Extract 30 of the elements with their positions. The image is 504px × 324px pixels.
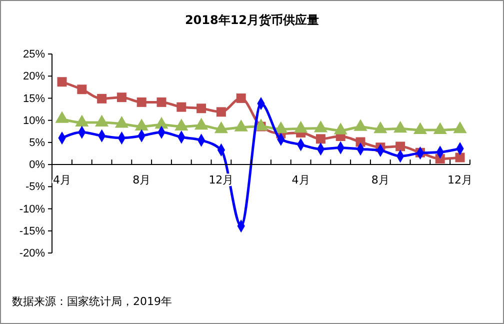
point [236,93,246,103]
x-tick-label: 4月 [292,174,310,187]
y-tick-label: -10% [19,203,46,216]
point [97,94,107,104]
x-tick-label: 4月 [53,174,71,187]
y-tick-label: 15% [22,92,46,105]
y-tick-label: 5% [29,136,46,149]
chart-title: 2018年12月货币供应量 [184,13,320,27]
x-tick-label: 8月 [371,174,390,187]
point [116,92,126,102]
y-tick-label: 25% [22,48,46,61]
x-tick-label: 8月 [132,174,151,187]
y-tick-label: 20% [22,70,46,83]
y-tick-label: -20% [19,248,46,260]
point [396,142,406,152]
point [136,97,146,107]
point [156,97,166,107]
y-tick-label: 0% [29,159,46,172]
source-note: 数据来源：国家统计局，2019年 [12,295,172,308]
x-tick-label: 12月 [448,174,472,187]
point [216,107,226,117]
point [176,102,186,112]
point [316,134,326,144]
point [455,152,465,162]
y-tick-label: 10% [22,114,46,127]
y-tick-label: -15% [19,225,46,238]
y-tick-label: -5% [25,181,46,194]
point [57,77,67,87]
point [77,84,87,94]
point [196,104,206,114]
